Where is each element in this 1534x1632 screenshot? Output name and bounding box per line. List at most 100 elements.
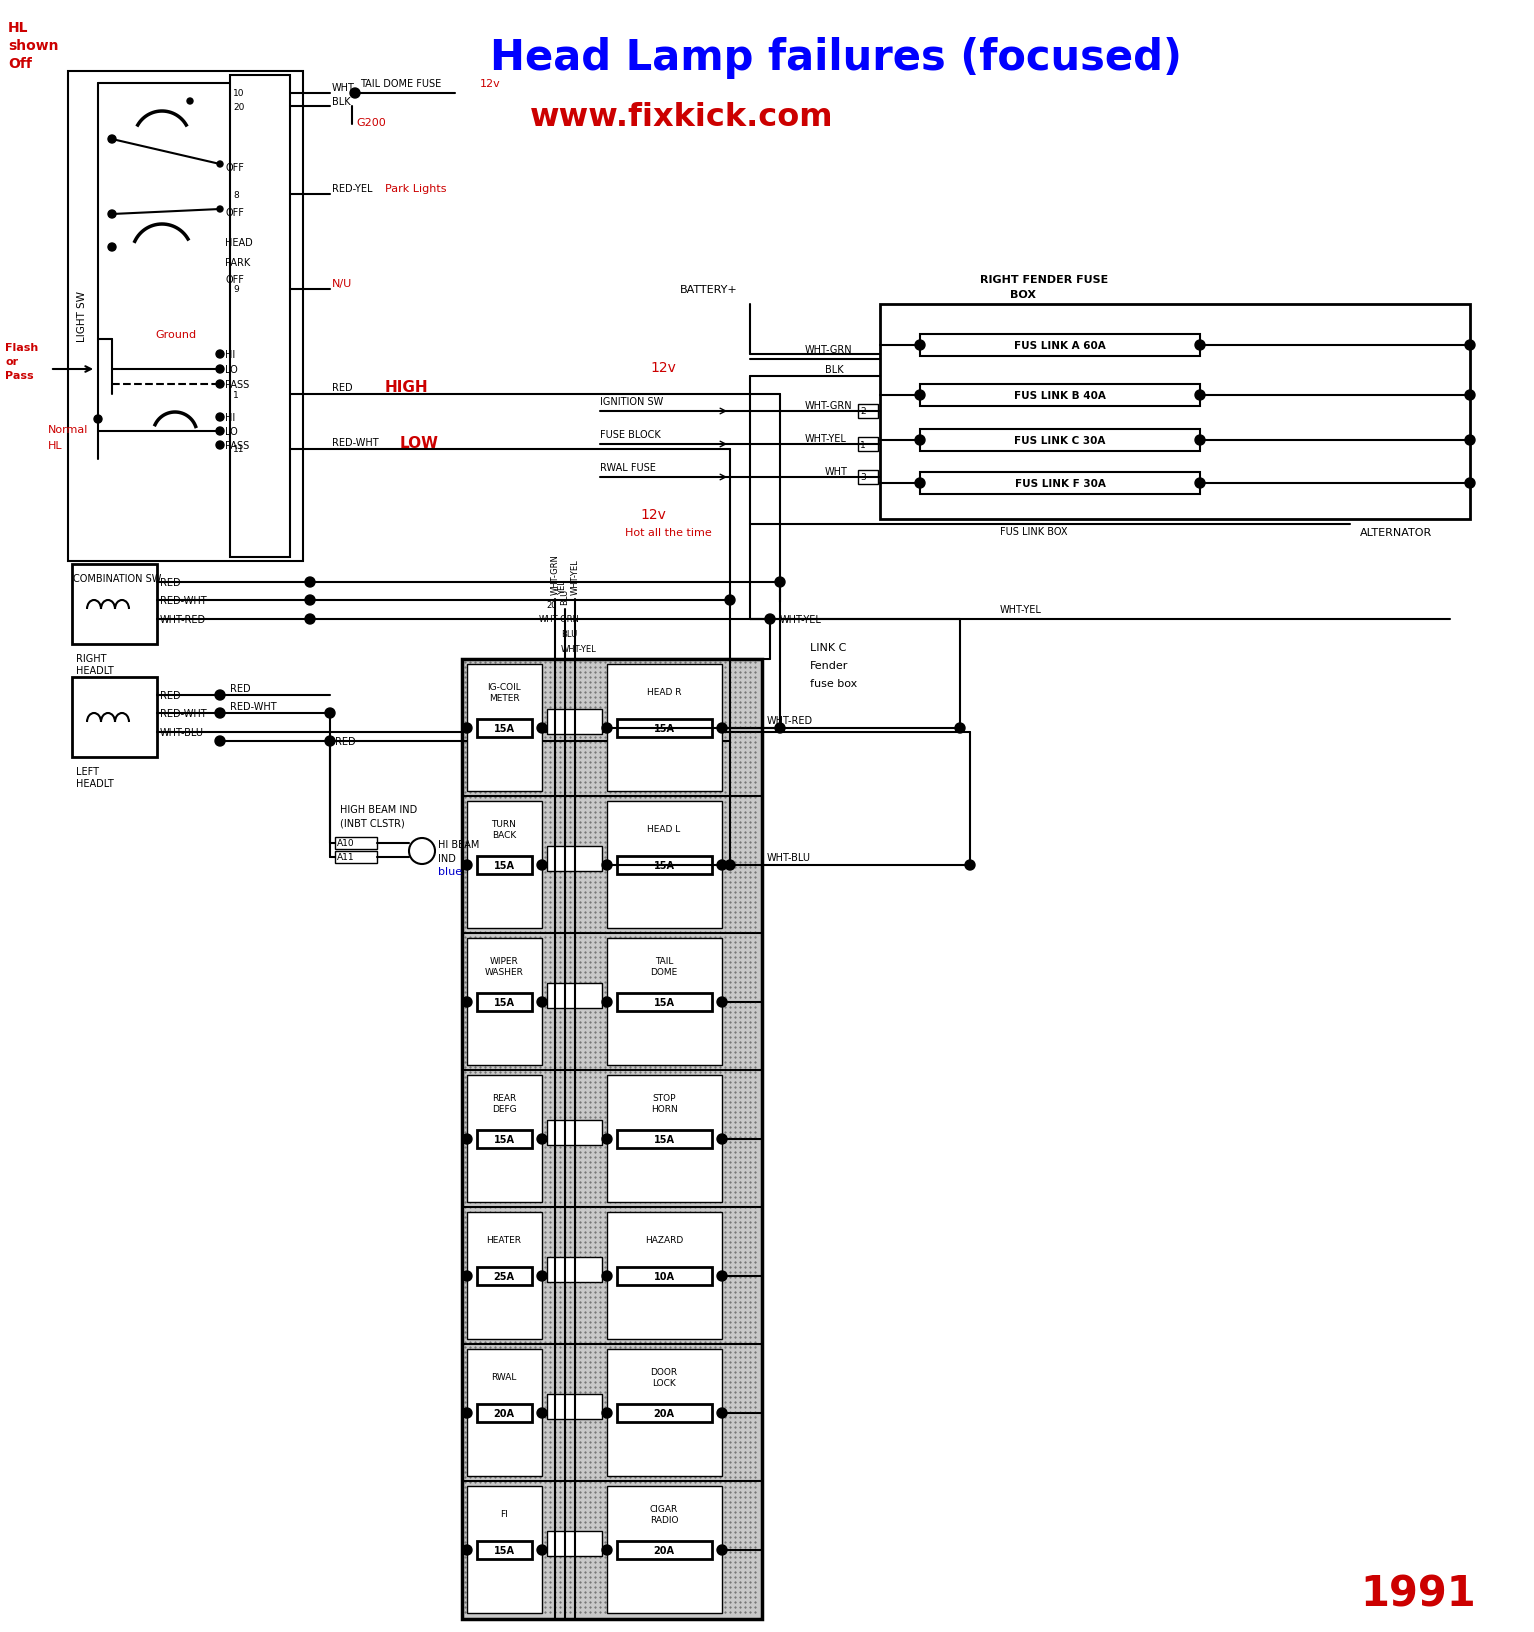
Point xyxy=(738,705,762,731)
Text: 12v: 12v xyxy=(640,508,666,522)
Point xyxy=(552,705,577,731)
Point xyxy=(727,1105,752,1131)
Point xyxy=(623,744,647,770)
Point xyxy=(718,1294,742,1320)
Point xyxy=(698,1173,723,1200)
Point xyxy=(543,885,568,911)
Point xyxy=(543,1169,568,1195)
Point xyxy=(592,1404,617,1430)
Point xyxy=(653,1139,678,1165)
Point xyxy=(572,1439,597,1466)
Point xyxy=(698,1599,723,1625)
Point xyxy=(713,1270,738,1296)
Point xyxy=(518,1275,543,1301)
Point xyxy=(687,1110,712,1136)
Point xyxy=(463,935,488,961)
Point xyxy=(488,1234,512,1260)
Point xyxy=(693,1510,718,1536)
Text: HAZARD: HAZARD xyxy=(644,1235,683,1245)
Point xyxy=(612,1519,637,1546)
Point xyxy=(512,1020,537,1046)
Point xyxy=(632,754,657,780)
Point xyxy=(643,814,667,840)
Point xyxy=(663,734,687,761)
Point xyxy=(552,1394,577,1420)
Point xyxy=(698,1439,723,1466)
Point xyxy=(718,950,742,976)
Point xyxy=(647,889,672,916)
Point xyxy=(707,1224,732,1250)
Point xyxy=(492,1474,517,1500)
Point xyxy=(552,1350,577,1376)
Point xyxy=(607,1209,632,1235)
Point xyxy=(457,664,482,690)
Point xyxy=(528,885,552,911)
Point xyxy=(623,1100,647,1126)
Point xyxy=(563,695,588,721)
Point xyxy=(457,1389,482,1415)
Point xyxy=(512,919,537,945)
Point xyxy=(463,1173,488,1200)
Point xyxy=(512,1124,537,1151)
Point xyxy=(532,1084,557,1110)
Point xyxy=(647,839,672,865)
Point xyxy=(667,775,692,801)
Point xyxy=(528,1154,552,1180)
Point xyxy=(453,904,477,930)
Point xyxy=(683,1359,707,1386)
Point xyxy=(503,669,528,695)
Point xyxy=(678,749,703,775)
Point xyxy=(603,999,627,1025)
Point xyxy=(707,1275,732,1301)
Point xyxy=(618,824,643,850)
Point xyxy=(678,1529,703,1555)
Point xyxy=(563,1324,588,1350)
Point xyxy=(552,749,577,775)
Point xyxy=(607,1180,632,1206)
Point xyxy=(627,1144,652,1170)
Point xyxy=(508,1209,532,1235)
Point xyxy=(578,1239,603,1265)
Point xyxy=(583,1169,607,1195)
Point xyxy=(727,695,752,721)
Point xyxy=(643,695,667,721)
Point xyxy=(703,710,727,736)
Point xyxy=(512,1444,537,1470)
Point xyxy=(607,754,632,780)
Point xyxy=(703,749,727,775)
Point xyxy=(598,730,623,756)
Point xyxy=(508,1425,532,1451)
Point xyxy=(713,955,738,981)
Point xyxy=(592,669,617,695)
Point xyxy=(683,805,707,831)
Point xyxy=(552,1304,577,1330)
Point xyxy=(578,1195,603,1221)
Point xyxy=(503,1204,528,1231)
Point xyxy=(612,979,637,1005)
Point xyxy=(698,829,723,855)
Point xyxy=(497,1054,522,1080)
Point xyxy=(578,1408,603,1435)
Point xyxy=(468,984,492,1010)
Point xyxy=(723,1275,747,1301)
Point xyxy=(477,1144,502,1170)
Point xyxy=(727,880,752,906)
Point xyxy=(733,1030,758,1056)
Point xyxy=(673,1239,698,1265)
Point xyxy=(713,894,738,920)
Point xyxy=(693,924,718,950)
Point xyxy=(543,1159,568,1185)
Point xyxy=(733,1529,758,1555)
Point xyxy=(698,1214,723,1240)
Point xyxy=(663,1239,687,1265)
Point xyxy=(632,935,657,961)
Point xyxy=(477,1115,502,1141)
Point xyxy=(703,775,727,801)
Point xyxy=(483,1054,508,1080)
Point xyxy=(463,780,488,806)
Point xyxy=(497,744,522,770)
Point xyxy=(698,1580,723,1606)
Point xyxy=(687,1379,712,1405)
Point xyxy=(653,734,678,761)
Point xyxy=(627,730,652,756)
